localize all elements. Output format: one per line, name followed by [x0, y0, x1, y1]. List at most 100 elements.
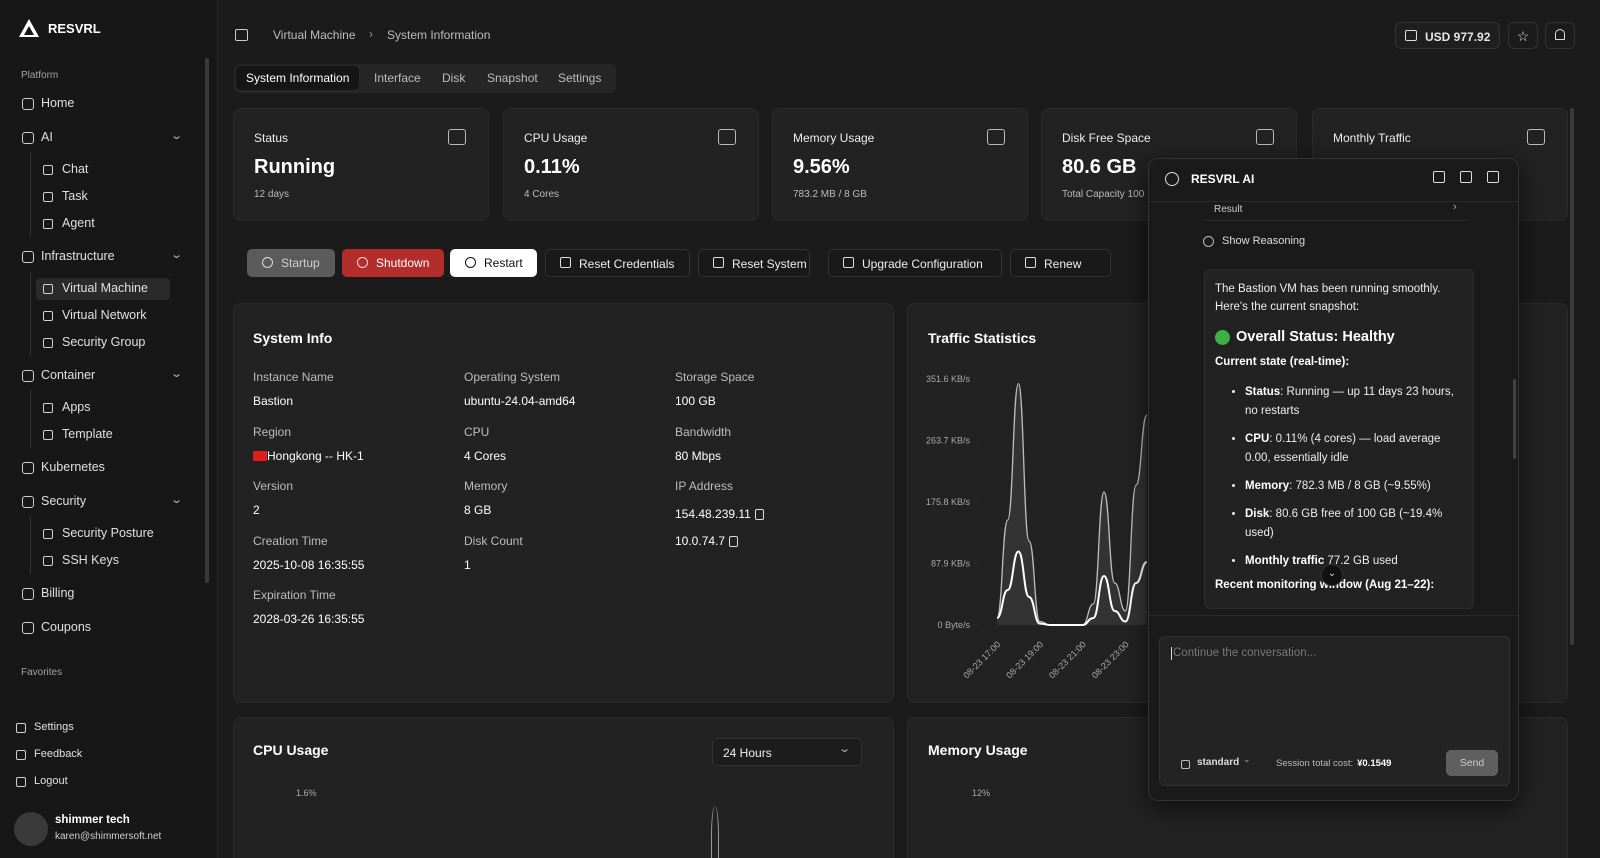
- value-row: 1: [464, 558, 471, 572]
- mode-select[interactable]: standard: [1197, 757, 1240, 768]
- value-row: 8 GB: [464, 503, 491, 517]
- action-icon: [262, 257, 273, 268]
- action-icon: [560, 257, 571, 268]
- action-button[interactable]: Shutdown: [342, 249, 444, 277]
- nav-item[interactable]: Home: [41, 96, 75, 110]
- y-tick-label: 1.6%: [296, 788, 317, 798]
- nav-item[interactable]: Kubernetes: [41, 460, 105, 474]
- tab[interactable]: Settings: [558, 71, 602, 85]
- copy-icon[interactable]: [754, 508, 764, 520]
- nav-icon: [43, 529, 53, 539]
- bullet-label: Monthly traffic: [1245, 554, 1325, 567]
- reasoning-toggle[interactable]: Show Reasoning: [1222, 235, 1306, 247]
- nav-item[interactable]: Container: [41, 368, 96, 382]
- field-value: 8 GB: [464, 503, 492, 518]
- nav-subitem[interactable]: SSH Keys: [62, 553, 119, 567]
- main-scrollbar: [1570, 108, 1574, 645]
- new-chat-button[interactable]: [1433, 171, 1445, 183]
- tab[interactable]: Snapshot: [487, 71, 538, 85]
- value-row: 100 GB: [675, 394, 716, 408]
- card-title: System Info: [253, 330, 333, 346]
- nav-item[interactable]: Coupons: [41, 620, 92, 634]
- bullet-label: CPU: [1245, 432, 1270, 445]
- result-chevron: ›: [1453, 201, 1457, 213]
- field-value: 1: [464, 557, 471, 572]
- nav-subitem[interactable]: Security Posture: [62, 526, 154, 540]
- stat-icon: [1256, 129, 1274, 145]
- nav-subitem[interactable]: Security Group: [62, 335, 146, 349]
- result-row[interactable]: Result: [1204, 199, 1468, 221]
- bullet: Memory: 782.3 MB / 8 GB (~9.55%): [1245, 477, 1463, 496]
- bullet-label: Disk: [1245, 507, 1270, 520]
- star-button[interactable]: ☆: [1508, 22, 1538, 49]
- y-tick-label: 175.8 KB/s: [926, 497, 971, 507]
- tab[interactable]: Interface: [374, 71, 421, 85]
- action-button[interactable]: Reset System: [698, 249, 810, 277]
- field-value: 100 GB: [675, 394, 716, 408]
- header-divider: [1149, 201, 1518, 202]
- nav-icon: [43, 311, 53, 321]
- send-button[interactable]: Send: [1446, 750, 1498, 776]
- tab[interactable]: System Information: [236, 66, 360, 90]
- footer-item[interactable]: Logout: [34, 775, 68, 787]
- stat-label: Memory Usage: [793, 131, 875, 145]
- scrollbar: [205, 58, 209, 583]
- nav-subitem[interactable]: Virtual Machine: [62, 281, 148, 295]
- footer-item[interactable]: Feedback: [34, 748, 83, 760]
- nav-subitem[interactable]: Virtual Network: [62, 308, 147, 322]
- action-button[interactable]: Startup: [247, 249, 335, 277]
- action-button[interactable]: Reset Credentials: [545, 249, 690, 277]
- value-row: 2: [253, 503, 260, 517]
- footer-icon: [16, 777, 26, 787]
- user-email: karen@shimmersoft.net: [55, 831, 162, 842]
- field-label: Bandwidth: [675, 424, 732, 439]
- nav-item[interactable]: Billing: [41, 586, 75, 600]
- action-icon: [843, 257, 854, 268]
- nav-item[interactable]: AI: [41, 130, 53, 144]
- bullet: Disk: 80.6 GB free of 100 GB (~19.4% use…: [1245, 505, 1463, 543]
- value-row: ubuntu-24.04-amd64: [464, 394, 575, 408]
- ai-icon: [1165, 172, 1179, 186]
- bell-button[interactable]: [1545, 22, 1575, 49]
- stat-label: CPU Usage: [524, 131, 588, 145]
- bullet-text: : 80.6 GB free of 100 GB (~19.4% used): [1245, 507, 1443, 539]
- chevron: ⌄: [170, 494, 184, 506]
- field-label: Creation Time: [253, 533, 328, 548]
- x-tick-label: 08-23 17:00: [961, 639, 1002, 680]
- field-label: Expiration Time: [253, 588, 336, 603]
- stat-card: Memory Usage 9.56% 783.2 MB / 8 GB: [772, 108, 1028, 221]
- action-button[interactable]: Restart: [450, 249, 537, 277]
- cost-label: Session total cost:: [1276, 758, 1354, 769]
- wallet-icon: [1405, 30, 1417, 41]
- field-value: 2: [253, 503, 260, 518]
- sidebar-toggle[interactable]: [235, 29, 248, 41]
- nav-item[interactable]: Security: [41, 494, 87, 508]
- nav-subitem[interactable]: Agent: [62, 216, 95, 230]
- footer-item[interactable]: Settings: [34, 721, 74, 733]
- bell-icon: [1555, 29, 1565, 40]
- nav-subitem[interactable]: Task: [62, 189, 88, 203]
- action-button[interactable]: Renew: [1010, 249, 1111, 277]
- input-placeholder[interactable]: Continue the conversation...: [1173, 647, 1317, 659]
- field-value: 154.48.239.11: [675, 507, 751, 522]
- close-button[interactable]: [1487, 171, 1499, 183]
- stat-card: CPU Usage 0.11% 4 Cores: [503, 108, 759, 221]
- tree-line: [30, 152, 31, 237]
- nav-subitem[interactable]: Template: [62, 427, 113, 441]
- nav-icon: [43, 556, 53, 566]
- range-select[interactable]: 24 Hours: [712, 738, 862, 766]
- nav-icon: [22, 588, 34, 600]
- breadcrumb[interactable]: Virtual Machine: [273, 28, 356, 42]
- balance[interactable]: USD 977.92: [1395, 22, 1500, 49]
- copy-icon[interactable]: [729, 535, 739, 547]
- ip-row: 154.48.239.11: [675, 507, 764, 521]
- bullet-label: Memory: [1245, 479, 1290, 492]
- action-button[interactable]: Upgrade Configuration: [828, 249, 1002, 277]
- scroll-down-button[interactable]: ⌄: [1321, 564, 1343, 586]
- nav-item[interactable]: Infrastructure: [41, 249, 115, 263]
- nav-subitem[interactable]: Chat: [62, 162, 89, 176]
- field-label: IP Address: [675, 479, 733, 494]
- tab[interactable]: Disk: [442, 71, 466, 85]
- expand-button[interactable]: [1460, 171, 1472, 183]
- nav-subitem[interactable]: Apps: [62, 400, 91, 414]
